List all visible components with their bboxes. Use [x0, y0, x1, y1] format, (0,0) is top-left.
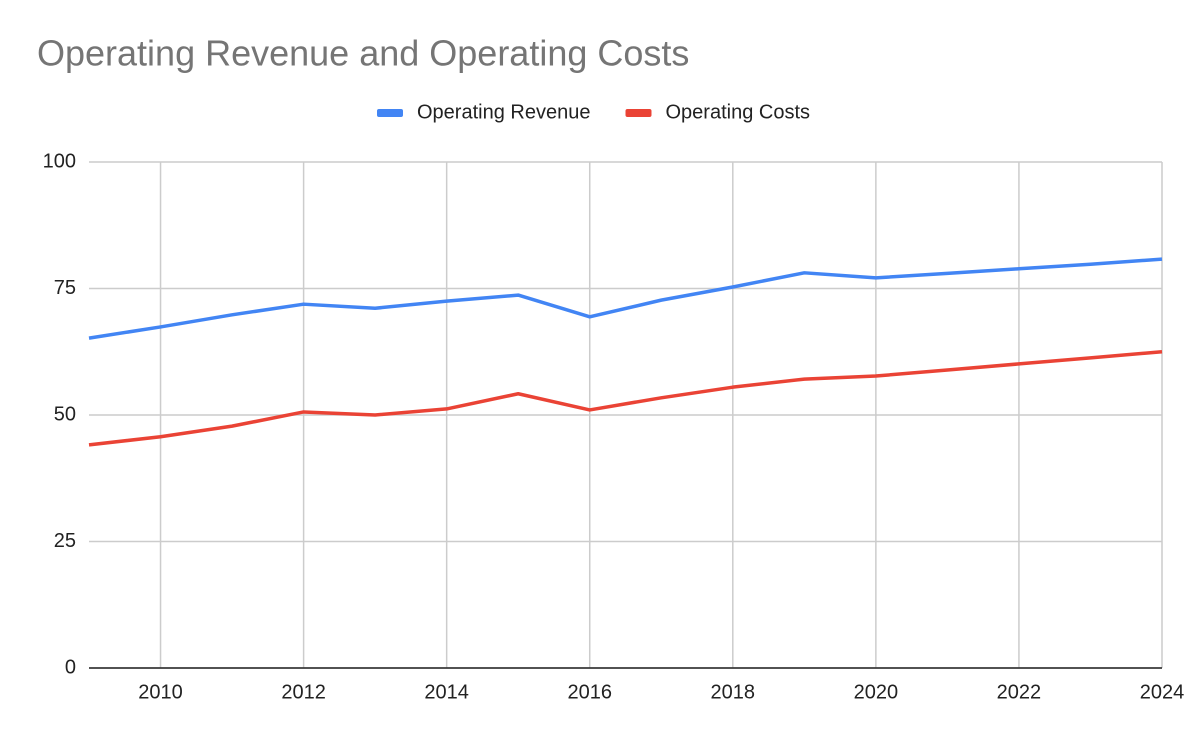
x-tick-label: 2010: [138, 681, 183, 703]
legend-label: Operating Revenue: [417, 101, 590, 123]
x-tick-label: 2020: [854, 681, 899, 703]
legend-label: Operating Costs: [666, 101, 811, 123]
y-tick-label: 75: [54, 277, 76, 299]
x-tick-label: 2016: [567, 681, 612, 703]
series-line: [88, 257, 1163, 340]
y-tick-label: 50: [54, 403, 76, 425]
y-tick-label: 0: [65, 656, 76, 678]
x-tick-label: 2018: [711, 681, 756, 703]
x-tick-label: 2014: [424, 681, 469, 703]
y-tick-label: 25: [54, 530, 76, 552]
x-tick-label: 2024: [1140, 681, 1185, 703]
x-tick-label: 2012: [281, 681, 326, 703]
chart-title: Operating Revenue and Operating Costs: [37, 33, 689, 74]
y-tick-label: 100: [43, 150, 76, 172]
series-line: [88, 350, 1163, 447]
x-tick-label: 2022: [997, 681, 1042, 703]
legend-swatch: [625, 109, 652, 117]
legend-swatch: [377, 109, 403, 117]
